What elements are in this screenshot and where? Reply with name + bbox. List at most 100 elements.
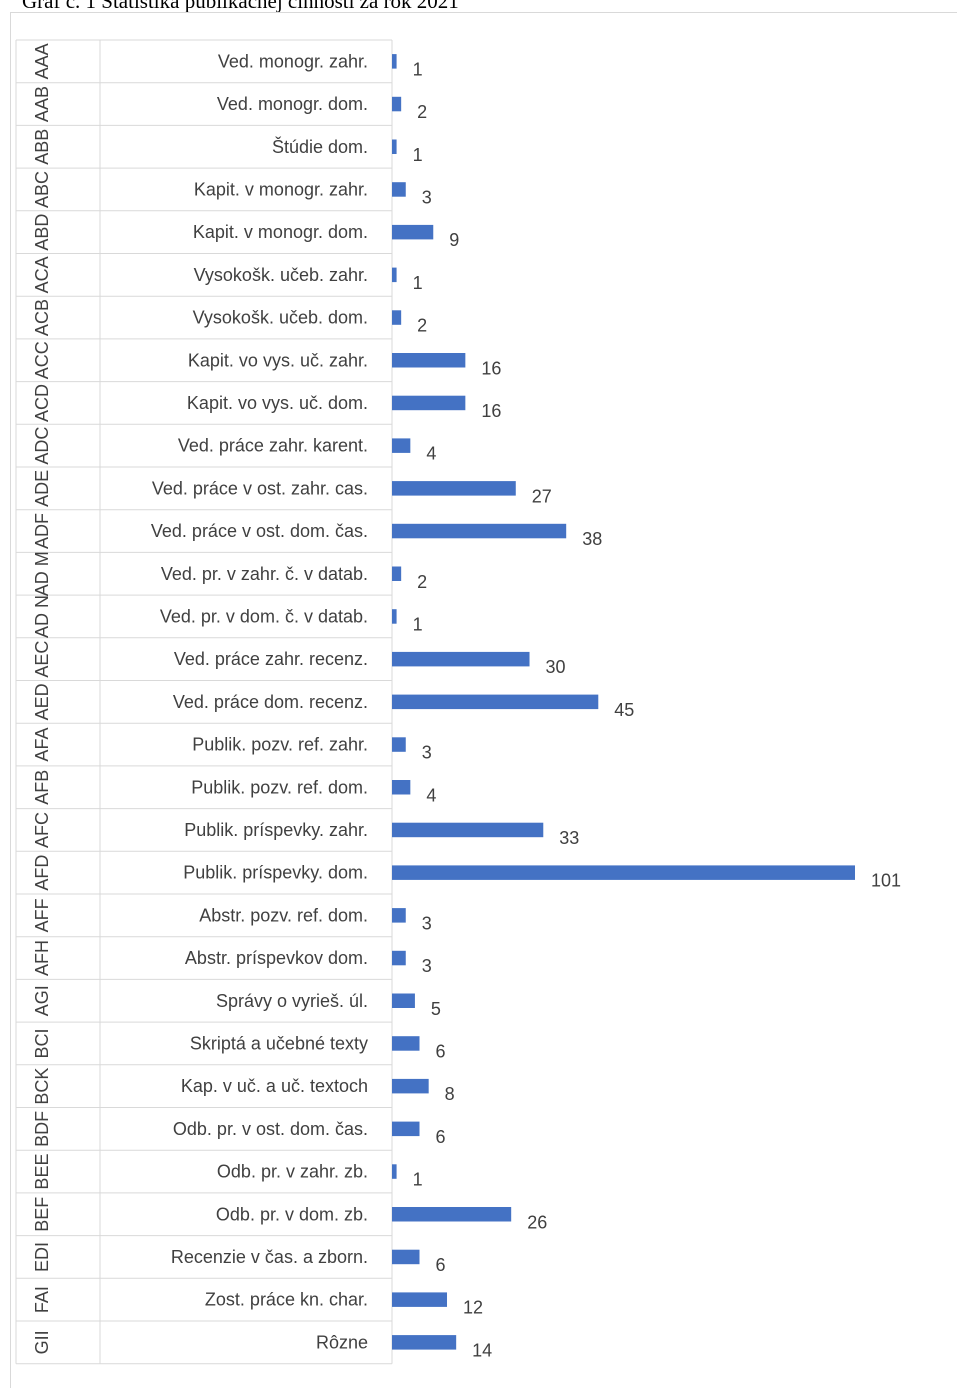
category-label: Správy o vyrieš. úl.: [216, 991, 368, 1011]
category-label: Vysokošk. učeb. dom.: [193, 308, 368, 328]
page-title: Graf č. 1 Štatistika publikačnej činnost…: [22, 0, 459, 13]
category-code-label: AGI: [32, 985, 52, 1016]
bar-bef: [392, 1207, 512, 1222]
category-code-label: AFB: [32, 770, 52, 805]
category-label: Kapit. v monogr. zahr.: [194, 179, 368, 199]
category-label: Kapit. v monogr. dom.: [193, 222, 368, 242]
bar-adc: [392, 438, 411, 453]
bar-aab: [392, 96, 402, 112]
category-label: Kap. v uč. a uč. textoch: [181, 1076, 368, 1096]
category-label: Odb. pr. v ost. dom. čas.: [173, 1119, 368, 1139]
bar-afc: [392, 822, 544, 838]
bar-abb: [392, 139, 397, 154]
data-label: 1: [413, 273, 423, 293]
category-code-label: AD N: [32, 595, 52, 638]
data-label: 1: [413, 614, 423, 634]
category-code-label: ADE: [32, 470, 52, 507]
category-label: Publik. pozv. ref. zahr.: [192, 735, 368, 755]
category-code-label: ACB: [32, 299, 52, 336]
category-code-label: FAI: [32, 1286, 52, 1313]
bar-acc: [392, 353, 466, 368]
category-label: Ved. práce zahr. recenz.: [174, 649, 368, 669]
bar-afd: [392, 865, 855, 880]
category-code-label: AFF: [32, 898, 52, 932]
category-label: Rôzne: [316, 1332, 368, 1352]
data-label: 4: [426, 785, 436, 805]
bar-acb: [392, 310, 402, 325]
category-label: Publik. príspevky. zahr.: [184, 820, 368, 840]
category-label: Zost. práce kn. char.: [205, 1290, 368, 1310]
bar-fai: [392, 1292, 448, 1307]
data-label: 30: [546, 657, 566, 677]
data-label: 14: [472, 1340, 492, 1360]
category-code-label: AEC: [32, 641, 52, 678]
category-label: Ved. pr. v zahr. č. v datab.: [161, 564, 368, 584]
category-code-label: BDF: [32, 1111, 52, 1147]
bar-afh: [392, 950, 406, 966]
data-label: 1: [413, 1170, 423, 1190]
bar-bdf: [392, 1121, 420, 1137]
chart-frame: [10, 12, 957, 1388]
category-code-label: ABC: [32, 171, 52, 208]
data-label: 33: [559, 828, 579, 848]
category-label: Recenzie v čas. a zborn.: [171, 1247, 368, 1267]
data-label: 8: [445, 1084, 455, 1104]
category-code-label: AFD: [32, 855, 52, 891]
data-label: 9: [449, 230, 459, 250]
data-label: 2: [417, 316, 427, 336]
bar-gii: [392, 1335, 457, 1350]
category-code-label: AD M: [32, 551, 52, 596]
category-label: Ved. práce v ost. zahr. cas.: [152, 478, 368, 498]
category-label: Abstr. príspevkov dom.: [185, 948, 368, 968]
bar-abd: [392, 224, 434, 240]
bar-ade: [392, 481, 516, 496]
bar-aec: [392, 651, 530, 667]
data-label: 2: [417, 102, 427, 122]
category-code-label: ACC: [32, 341, 52, 379]
category-label: Ved. pr. v dom. č. v datab.: [160, 606, 368, 626]
category-code-label: BCK: [32, 1068, 52, 1105]
data-label: 38: [582, 529, 602, 549]
category-label: Ved. práce zahr. karent.: [178, 436, 368, 456]
data-label: 6: [436, 1255, 446, 1275]
data-label: 3: [422, 743, 432, 763]
category-code-label: AFA: [32, 728, 52, 762]
category-code-label: EDI: [32, 1242, 52, 1272]
category-code-label: ACD: [32, 384, 52, 422]
category-code-label: BEF: [32, 1197, 52, 1232]
data-label: 3: [422, 187, 432, 207]
data-label: 26: [527, 1212, 547, 1232]
category-code-label: AAA: [32, 43, 52, 79]
category-code-label: GII: [32, 1330, 52, 1354]
bar-afa: [392, 737, 406, 752]
bar-adf: [392, 523, 567, 539]
category-code-label: BCI: [32, 1028, 52, 1058]
bar-aca: [392, 267, 397, 283]
category-code-label: ADC: [32, 427, 52, 465]
bar-bci: [392, 1036, 420, 1051]
bar-abc: [392, 182, 406, 197]
data-label: 6: [436, 1127, 446, 1147]
category-label: Kapit. vo vys. uč. zahr.: [188, 350, 368, 370]
data-label: 16: [481, 401, 501, 421]
category-code-label: ACA: [32, 256, 52, 293]
category-label: Skriptá a učebné texty: [190, 1033, 368, 1053]
category-code-label: ABB: [32, 129, 52, 165]
data-label: 27: [532, 486, 552, 506]
bar-bck: [392, 1078, 429, 1094]
data-label: 1: [413, 145, 423, 165]
category-label: Publik. pozv. ref. dom.: [191, 777, 368, 797]
bar-bee: [392, 1164, 397, 1179]
category-code-label: AAB: [32, 86, 52, 122]
bar-edi: [392, 1249, 420, 1265]
data-label: 12: [463, 1298, 483, 1318]
category-label: Ved. monogr. zahr.: [218, 51, 368, 71]
data-label: 6: [436, 1041, 446, 1061]
category-code-label: AFC: [32, 812, 52, 848]
category-label: Ved. práce v ost. dom. čas.: [151, 521, 368, 541]
data-label: 2: [417, 572, 427, 592]
bar-ad-m: [392, 566, 402, 581]
category-code-label: AED: [32, 683, 52, 720]
data-label: 3: [422, 913, 432, 933]
